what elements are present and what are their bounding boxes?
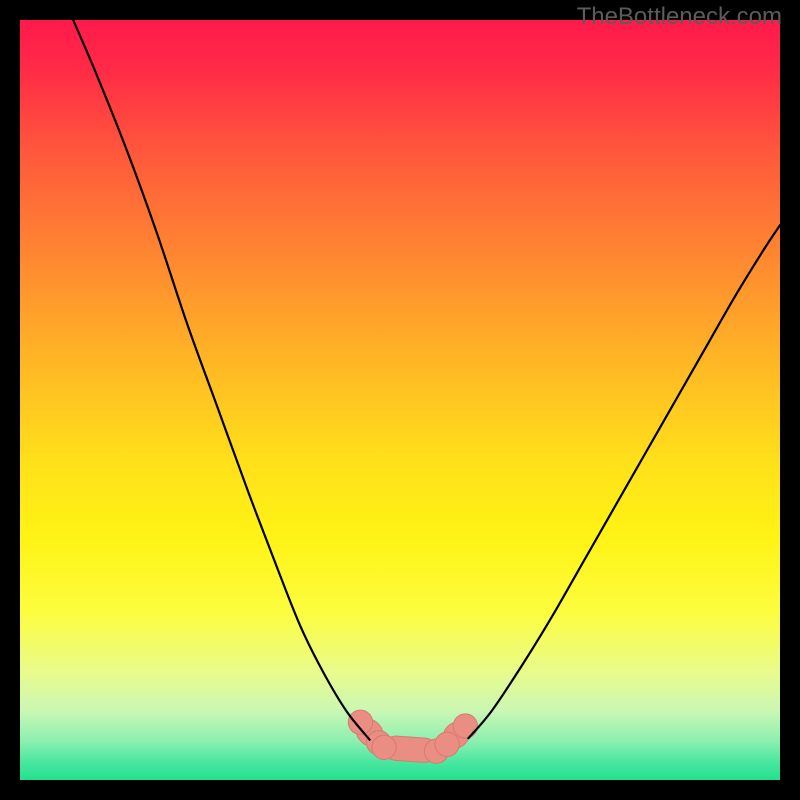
gradient-background — [20, 20, 780, 780]
watermark-text: TheBottleneck.com — [577, 3, 782, 31]
plot-area — [20, 20, 780, 780]
chart-frame: TheBottleneck.com — [0, 0, 800, 800]
